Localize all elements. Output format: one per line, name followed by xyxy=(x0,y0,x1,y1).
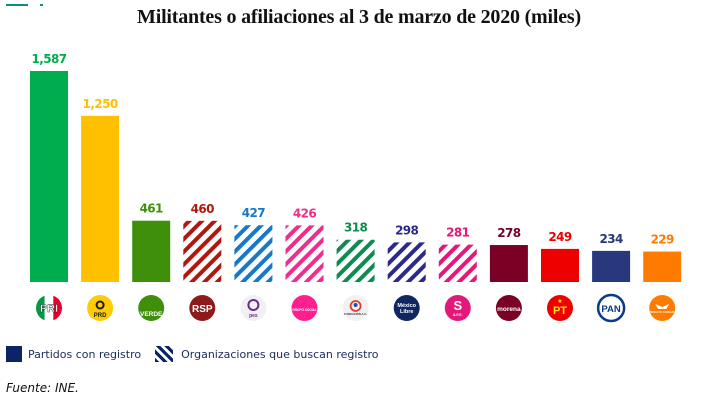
svg-text:MOVIMIENTO CIUDADANO: MOVIMIENTO CIUDADANO xyxy=(644,310,681,314)
bar-morena xyxy=(489,245,528,282)
value-label: 426 xyxy=(293,206,316,220)
svg-text:PRD: PRD xyxy=(94,313,107,319)
value-label: 278 xyxy=(497,226,520,240)
svg-text:VERDE: VERDE xyxy=(140,311,163,318)
svg-text:México: México xyxy=(397,303,416,309)
value-label: 1,587 xyxy=(32,52,67,66)
bar-fundaci-n-alternativa-a-c- xyxy=(336,239,375,282)
legend-item-partidos: Partidos con registro xyxy=(6,346,141,362)
mc-logo-icon: MOVIMIENTO CIUDADANO xyxy=(644,295,681,321)
top-accent-dot xyxy=(40,4,43,6)
bar-pes xyxy=(234,225,273,282)
value-label: 281 xyxy=(446,226,469,240)
chart-title: Militantes o afiliaciones al 3 de marzo … xyxy=(137,6,581,28)
legend-item-organizaciones: Organizaciones que buscan registro xyxy=(155,346,378,362)
verde-logo-icon: VERDE xyxy=(138,295,165,321)
svg-text:GRUPO SOCIAL: GRUPO SOCIAL xyxy=(292,308,317,312)
value-label: 460 xyxy=(191,202,214,216)
bar-pri xyxy=(30,71,68,282)
bar-grupo-social-promotor-de-m-xico xyxy=(285,225,324,282)
party-logos-group: PRI PRD VERDE RSP pes GRUPO SOCIAL FUNDACIÓN A… xyxy=(36,293,681,323)
legend-label-organizaciones: Organizaciones que buscan registro xyxy=(181,347,379,361)
value-label: 249 xyxy=(548,230,571,244)
pan-logo-icon: PAN xyxy=(596,293,626,323)
fundacion-logo-icon: FUNDACIÓN A.C. xyxy=(342,295,369,321)
legend-label-partidos: Partidos con registro xyxy=(28,347,142,361)
rsp-logo-icon: RSP xyxy=(189,295,216,321)
value-label: 1,250 xyxy=(83,97,118,111)
morena-logo-icon: morena xyxy=(495,295,522,321)
value-label: 234 xyxy=(599,232,622,246)
legend-hatched-swatch xyxy=(155,346,174,362)
svg-text:morena: morena xyxy=(497,306,521,313)
value-label: 461 xyxy=(140,202,163,216)
value-label: 298 xyxy=(395,223,418,237)
bar-m-xico-libre xyxy=(387,242,426,282)
value-labels-group: 1,587 1,250 461 460 427 426 318 298 281 278 249 234… xyxy=(32,52,675,247)
svg-text:PAN: PAN xyxy=(601,304,620,315)
svg-text:★: ★ xyxy=(557,298,562,305)
bar-movimiento-ciudadano xyxy=(643,251,682,282)
legend-solid-swatch xyxy=(6,346,22,362)
svg-text:FUNDACIÓN A.C.: FUNDACIÓN A.C. xyxy=(344,311,367,316)
bar-pt xyxy=(541,248,579,282)
svg-text:Libre: Libre xyxy=(400,309,413,315)
value-label: 229 xyxy=(651,233,674,247)
svg-text:PRI: PRI xyxy=(40,303,58,315)
svg-text:pes: pes xyxy=(249,313,258,319)
value-label: 427 xyxy=(242,206,265,220)
value-label: 318 xyxy=(344,221,367,235)
bar-prd xyxy=(81,115,120,282)
svg-text:A.F.E.: A.F.E. xyxy=(453,313,463,317)
pt-logo-icon: ★PT xyxy=(547,295,573,321)
bar-pan xyxy=(592,250,631,282)
top-accent-mark xyxy=(6,4,28,6)
bars-group xyxy=(30,71,682,282)
prd-logo-icon: PRD xyxy=(87,295,114,321)
afe-logo-icon: SA.F.E. xyxy=(444,295,471,321)
grupo-social-logo-icon: GRUPO SOCIAL xyxy=(291,295,318,321)
svg-text:PT: PT xyxy=(553,305,567,317)
svg-text:S: S xyxy=(453,298,462,313)
pes-logo-icon: pes xyxy=(240,295,267,321)
svg-text:RSP: RSP xyxy=(192,304,213,315)
pri-logo-icon: PRI xyxy=(36,295,62,321)
bar-verde xyxy=(132,220,171,282)
bar-a-f-e- xyxy=(438,244,477,282)
source-note: Fuente: INE. xyxy=(6,381,79,395)
legend: Partidos con registro Organizaciones que… xyxy=(6,346,392,362)
bar-rsp xyxy=(183,220,222,282)
